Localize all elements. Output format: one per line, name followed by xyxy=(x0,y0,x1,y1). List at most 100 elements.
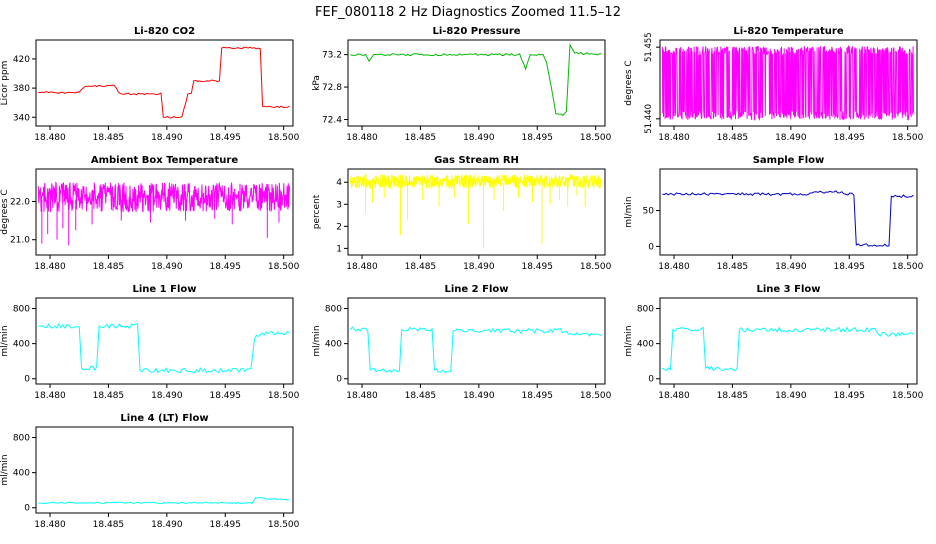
chart-li820-pressure: Li-820 Pressure kPa 18.480 18.485 18.490 18.4… xyxy=(312,26,612,143)
x-tick-label: 18.495 xyxy=(521,133,553,143)
x-tick-label: 18.500 xyxy=(892,133,924,143)
x-tick-label: 18.480 xyxy=(346,391,378,401)
series-line xyxy=(662,190,914,247)
x-tick-label: 18.500 xyxy=(892,262,924,272)
plot-box xyxy=(659,168,918,256)
x-tick-label: 18.500 xyxy=(580,133,612,143)
x-tick-label: 18.480 xyxy=(658,133,690,143)
plot-box xyxy=(35,297,294,385)
y-tick-label: 51.455 xyxy=(644,32,654,62)
chart-line-2-flow: Line 2 Flow ml/min 18.480 18.485 18.490 18.49… xyxy=(312,284,612,401)
y-tick-label: 0 xyxy=(24,504,30,514)
y-tick-label: 50 xyxy=(643,207,655,217)
chart-title: Ambient Box Temperature xyxy=(91,155,238,166)
chart-cell-line-4-lt-flow: Line 4 (LT) Flow ml/min 18.480 18.485 18.490… xyxy=(0,411,312,540)
chart-cell-line-2-flow: Line 2 Flow ml/min 18.480 18.485 18.490 18.49… xyxy=(312,282,624,411)
series-group xyxy=(38,322,290,374)
x-tick-label: 18.490 xyxy=(463,262,495,272)
series-line xyxy=(349,326,602,373)
chart-cell-li820-pressure: Li-820 Pressure kPa 18.480 18.485 18.490 18.4… xyxy=(312,24,624,153)
y-tick-label: 1 xyxy=(336,244,342,254)
chart-line-3-flow: Line 3 Flow ml/min 18.480 18.485 18.490 18.49… xyxy=(624,284,924,401)
y-tick-label: 400 xyxy=(637,340,654,350)
y-tick-label: 400 xyxy=(13,469,30,479)
x-tick-label: 18.485 xyxy=(93,391,125,401)
chart-cell-line-1-flow: Line 1 Flow ml/min 18.480 18.485 18.490 18.49… xyxy=(0,282,312,411)
series-group xyxy=(350,43,602,117)
series-group xyxy=(38,496,290,505)
series-noise xyxy=(661,45,914,121)
chart-sample-flow: Sample Flow ml/min 18.480 18.485 18.490 18.49… xyxy=(624,155,924,272)
x-tick-label: 18.485 xyxy=(717,133,749,143)
chart-title: Li-820 Pressure xyxy=(432,26,520,37)
chart-title: Line 2 Flow xyxy=(445,284,509,295)
x-tick-label: 18.480 xyxy=(34,262,66,272)
y-axis-label: degrees C xyxy=(624,60,634,105)
x-tick-label: 18.485 xyxy=(405,262,437,272)
x-tick-label: 18.495 xyxy=(833,133,865,143)
y-tick-label: 400 xyxy=(13,340,30,350)
x-tick-label: 18.480 xyxy=(658,391,690,401)
y-axis-label: ml/min xyxy=(624,325,634,356)
series-line xyxy=(38,322,290,374)
y-axis-label: ml/min xyxy=(624,196,634,227)
x-tick-label: 18.485 xyxy=(93,520,125,530)
y-tick-label: 0 xyxy=(648,375,654,385)
x-tick-label: 18.495 xyxy=(833,262,865,272)
y-tick-label: 800 xyxy=(13,434,30,444)
x-tick-label: 18.495 xyxy=(209,520,241,530)
x-tick-label: 18.490 xyxy=(775,262,807,272)
plot-box xyxy=(659,39,918,127)
chart-title: Li-820 CO2 xyxy=(134,26,195,37)
x-tick-label: 18.480 xyxy=(658,262,690,272)
x-tick-label: 18.490 xyxy=(775,391,807,401)
y-tick-label: 51.440 xyxy=(644,104,654,134)
series-group xyxy=(661,45,914,121)
x-tick-label: 18.495 xyxy=(521,262,553,272)
y-tick-label: 22.0 xyxy=(10,197,30,207)
x-tick-label: 18.490 xyxy=(775,133,807,143)
x-tick-label: 18.490 xyxy=(463,133,495,143)
x-tick-label: 18.500 xyxy=(268,520,300,530)
x-tick-label: 18.500 xyxy=(268,133,300,143)
plot-box xyxy=(659,297,918,385)
x-tick-label: 18.485 xyxy=(405,391,437,401)
x-tick-label: 18.485 xyxy=(717,391,749,401)
series-group xyxy=(37,181,290,246)
series-group xyxy=(38,46,290,119)
y-axis-label: ml/min xyxy=(0,325,10,356)
y-axis-label: Licor ppm xyxy=(0,61,10,106)
series-group xyxy=(662,190,914,247)
x-tick-label: 18.490 xyxy=(151,391,183,401)
chart-cell-line-3-flow: Line 3 Flow ml/min 18.480 18.485 18.490 18.49… xyxy=(624,282,936,411)
y-tick-label: 800 xyxy=(13,305,30,315)
x-tick-label: 18.500 xyxy=(268,391,300,401)
x-tick-label: 18.495 xyxy=(833,391,865,401)
y-tick-label: 380 xyxy=(13,84,30,94)
x-tick-label: 18.490 xyxy=(463,391,495,401)
chart-title: Sample Flow xyxy=(753,155,825,166)
series-noise xyxy=(349,173,602,191)
chart-cell-li820-temperature: Li-820 Temperature degrees C 18.480 18.485 1… xyxy=(624,24,936,153)
series-group xyxy=(662,326,914,372)
chart-li820-co2: Li-820 CO2 Licor ppm 18.480 18.485 18.490 18.… xyxy=(0,26,300,143)
chart-title: Line 3 Flow xyxy=(757,284,821,295)
x-tick-label: 18.490 xyxy=(151,520,183,530)
x-tick-label: 18.485 xyxy=(717,262,749,272)
charts-grid: Li-820 CO2 Licor ppm 18.480 18.485 18.490 18.… xyxy=(0,24,936,540)
x-tick-label: 18.480 xyxy=(346,133,378,143)
x-tick-label: 18.480 xyxy=(34,133,66,143)
series-line xyxy=(350,43,602,117)
x-tick-label: 18.495 xyxy=(209,262,241,272)
x-tick-label: 18.495 xyxy=(521,391,553,401)
plot-box xyxy=(35,168,294,256)
plot-box xyxy=(347,168,606,256)
chart-cell-li820-co2: Li-820 CO2 Licor ppm 18.480 18.485 18.490 18.… xyxy=(0,24,312,153)
x-tick-label: 18.490 xyxy=(151,133,183,143)
chart-title: Li-820 Temperature xyxy=(733,26,843,37)
chart-line-1-flow: Line 1 Flow ml/min 18.480 18.485 18.490 18.49… xyxy=(0,284,300,401)
series-line xyxy=(662,326,914,372)
y-tick-label: 2 xyxy=(336,222,342,232)
page-title: FEF_080118 2 Hz Diagnostics Zoomed 11.5–… xyxy=(315,4,621,20)
x-tick-label: 18.485 xyxy=(93,262,125,272)
